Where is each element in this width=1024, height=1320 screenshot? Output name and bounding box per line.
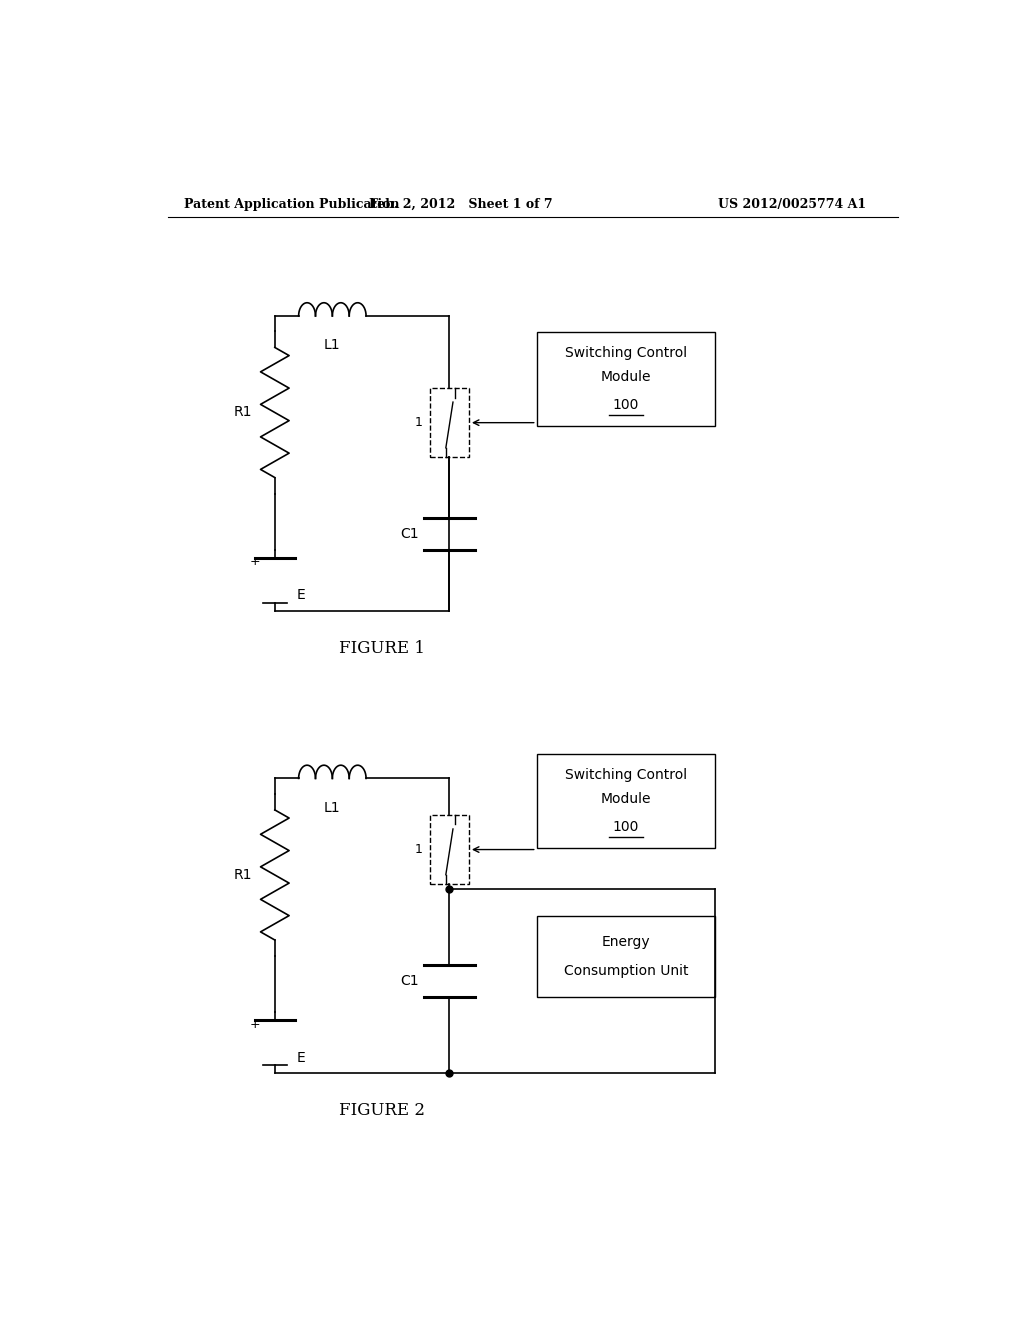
Text: US 2012/0025774 A1: US 2012/0025774 A1 — [718, 198, 866, 211]
Text: Patent Application Publication: Patent Application Publication — [183, 198, 399, 211]
Text: Switching Control: Switching Control — [565, 346, 687, 360]
Bar — [537, 916, 715, 997]
Text: L1: L1 — [324, 338, 341, 352]
Bar — [537, 333, 715, 426]
Bar — [430, 388, 469, 457]
Text: R1: R1 — [234, 869, 253, 882]
Text: 100: 100 — [612, 399, 639, 412]
Text: +: + — [250, 1018, 260, 1031]
Text: C1: C1 — [400, 974, 419, 989]
Bar — [537, 754, 715, 847]
Text: Module: Module — [601, 370, 651, 384]
Text: C1: C1 — [400, 527, 419, 541]
Text: Switching Control: Switching Control — [565, 768, 687, 781]
Text: 1: 1 — [415, 843, 423, 857]
Text: L1: L1 — [324, 801, 341, 814]
Text: Energy: Energy — [602, 935, 650, 949]
Text: E: E — [297, 589, 306, 602]
Bar — [430, 816, 469, 884]
Text: 100: 100 — [612, 820, 639, 834]
Text: FIGURE 2: FIGURE 2 — [339, 1102, 425, 1119]
Text: Feb. 2, 2012   Sheet 1 of 7: Feb. 2, 2012 Sheet 1 of 7 — [370, 198, 553, 211]
Text: Module: Module — [601, 792, 651, 807]
Text: R1: R1 — [234, 405, 253, 420]
Text: 1: 1 — [415, 416, 423, 429]
Text: +: + — [250, 556, 260, 569]
Text: Consumption Unit: Consumption Unit — [564, 964, 688, 978]
Text: FIGURE 1: FIGURE 1 — [339, 640, 425, 657]
Text: E: E — [297, 1051, 306, 1065]
